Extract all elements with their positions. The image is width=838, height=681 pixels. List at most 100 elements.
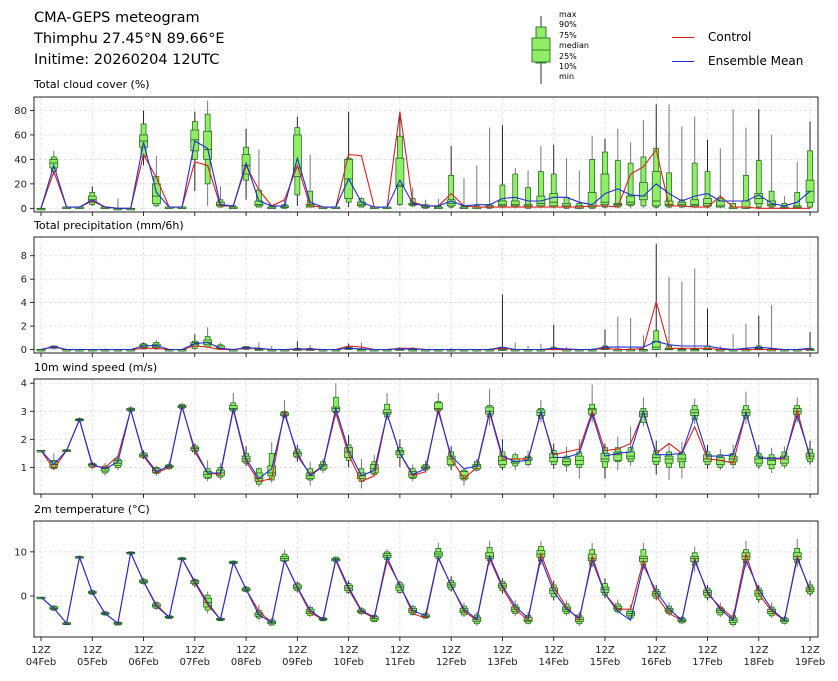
ensemble-box bbox=[267, 345, 277, 352]
ensemble-box bbox=[536, 145, 546, 209]
ensemble-box bbox=[754, 315, 764, 351]
ensemble-box bbox=[767, 304, 776, 352]
x-tick-label-date: 18Feb bbox=[744, 657, 774, 668]
ensemble-mean-line-swatch bbox=[672, 60, 694, 62]
ensemble-box bbox=[421, 199, 430, 209]
ensemble-mean-line bbox=[40, 550, 811, 625]
x-tick-label-date: 19Feb bbox=[795, 657, 825, 668]
p25-p75-box bbox=[510, 200, 520, 207]
panel-title-wind: 10m wind speed (m/s) bbox=[34, 361, 158, 374]
ensemble-box bbox=[36, 207, 46, 211]
ensemble-box bbox=[677, 281, 687, 352]
panel-frame bbox=[33, 520, 819, 638]
x-tick-label-date: 17Feb bbox=[692, 657, 722, 668]
ensemble-box bbox=[677, 126, 687, 209]
x-tick-label-hour: 12Z bbox=[698, 645, 718, 656]
y-tick-label: 2 bbox=[21, 322, 27, 333]
x-tick-label-hour: 12Z bbox=[544, 645, 564, 656]
p25-p75-box bbox=[767, 457, 776, 465]
legend-label-min: min bbox=[559, 72, 575, 82]
y-tick-label: 4 bbox=[21, 298, 27, 309]
panel-0: 0 20 40 60 80 bbox=[14, 96, 819, 216]
p25-p75-box bbox=[87, 195, 97, 203]
p10-p90-box bbox=[755, 160, 762, 208]
ensemble-mean-line bbox=[40, 340, 811, 351]
ensemble-box bbox=[459, 468, 469, 486]
p25-p75-box bbox=[651, 171, 661, 207]
ensemble-box bbox=[498, 125, 507, 209]
p25-p75-box bbox=[690, 199, 700, 207]
ensemble-box bbox=[549, 324, 559, 351]
ensemble-box bbox=[664, 443, 674, 480]
x-tick-label-hour: 12Z bbox=[339, 645, 359, 656]
x-tick-label-hour: 12Z bbox=[31, 645, 51, 656]
p25-p75-box bbox=[293, 134, 302, 177]
ensemble-box bbox=[780, 196, 789, 209]
ensemble-box bbox=[587, 384, 597, 423]
p10-p90-box bbox=[627, 162, 634, 207]
ensemble-box bbox=[613, 128, 623, 209]
ensemble-box bbox=[767, 134, 776, 209]
ensemble-box bbox=[651, 440, 661, 475]
ensemble-box bbox=[600, 138, 610, 209]
p25-p75-box bbox=[600, 173, 610, 206]
ensemble-box bbox=[587, 136, 597, 209]
ensemble-box bbox=[728, 444, 738, 469]
legend-label-max: max bbox=[559, 10, 577, 19]
ensemble-box bbox=[562, 446, 571, 472]
p10-p90-box bbox=[640, 156, 647, 207]
p25-p75-box bbox=[216, 345, 225, 350]
x-tick-label-hour: 12Z bbox=[288, 645, 308, 656]
y-tick-label: 3 bbox=[21, 407, 27, 418]
p25-p75-box bbox=[587, 192, 597, 208]
ensemble-box bbox=[703, 139, 712, 209]
ensemble-box bbox=[651, 584, 661, 601]
ensemble-box bbox=[305, 604, 315, 618]
p25-p75-box bbox=[626, 451, 635, 460]
ensemble-box bbox=[792, 161, 802, 209]
legend-ensemble-mean: Ensemble Mean bbox=[672, 54, 803, 68]
x-tick-label-date: 04Feb bbox=[26, 657, 56, 668]
ensemble-box bbox=[395, 111, 405, 206]
ensemble-box bbox=[267, 204, 277, 209]
ensemble-box bbox=[459, 177, 469, 209]
y-tick-label: 6 bbox=[21, 275, 27, 286]
panel-title-precip: Total precipitation (mm/6h) bbox=[34, 219, 184, 232]
ensemble-box bbox=[728, 334, 738, 352]
y-tick-label: 0 bbox=[21, 591, 27, 602]
ensemble-box bbox=[254, 342, 264, 351]
p25-p75-box bbox=[344, 447, 353, 458]
legend-label-p10: 10% bbox=[559, 62, 577, 72]
ensemble-box bbox=[741, 127, 751, 209]
p25-p75-box bbox=[626, 195, 635, 206]
x-tick-label-hour: 12Z bbox=[493, 645, 513, 656]
boxplot-legend-labels: max 90% 75% median 25% 10% min bbox=[559, 10, 589, 83]
p10-p90-box bbox=[666, 172, 672, 208]
p25-p75-box bbox=[395, 157, 405, 187]
y-tick-label: 0 bbox=[21, 345, 27, 356]
x-tick-label-date: 10Feb bbox=[333, 657, 363, 668]
y-tick-label: 8 bbox=[21, 251, 27, 262]
y-tick-label: 0 bbox=[21, 204, 27, 215]
panel-frame bbox=[33, 96, 819, 213]
x-tick-label-date: 06Feb bbox=[128, 657, 158, 668]
y-tick-label: 20 bbox=[14, 179, 27, 190]
ensemble-box bbox=[639, 120, 648, 209]
ensemble-box bbox=[690, 268, 700, 352]
p25-p75-box bbox=[49, 159, 59, 169]
control-line-swatch bbox=[672, 36, 694, 38]
x-tick-label-hour: 12Z bbox=[800, 645, 820, 656]
ensemble-box bbox=[344, 111, 353, 208]
ensemble-box bbox=[549, 144, 559, 209]
ensemble-box bbox=[767, 447, 776, 473]
panel-1: 0 2 4 6 8 bbox=[21, 236, 819, 357]
ensemble-mean-line bbox=[40, 140, 811, 209]
x-tick-label-date: 16Feb bbox=[641, 657, 671, 668]
p25-p75-box bbox=[664, 455, 674, 464]
legend-label-p25: 25% bbox=[559, 51, 577, 61]
y-tick-label: 1 bbox=[21, 463, 27, 474]
ensemble-box bbox=[510, 167, 520, 209]
ensemble-box bbox=[715, 345, 725, 352]
p10-p90-box bbox=[525, 187, 531, 209]
